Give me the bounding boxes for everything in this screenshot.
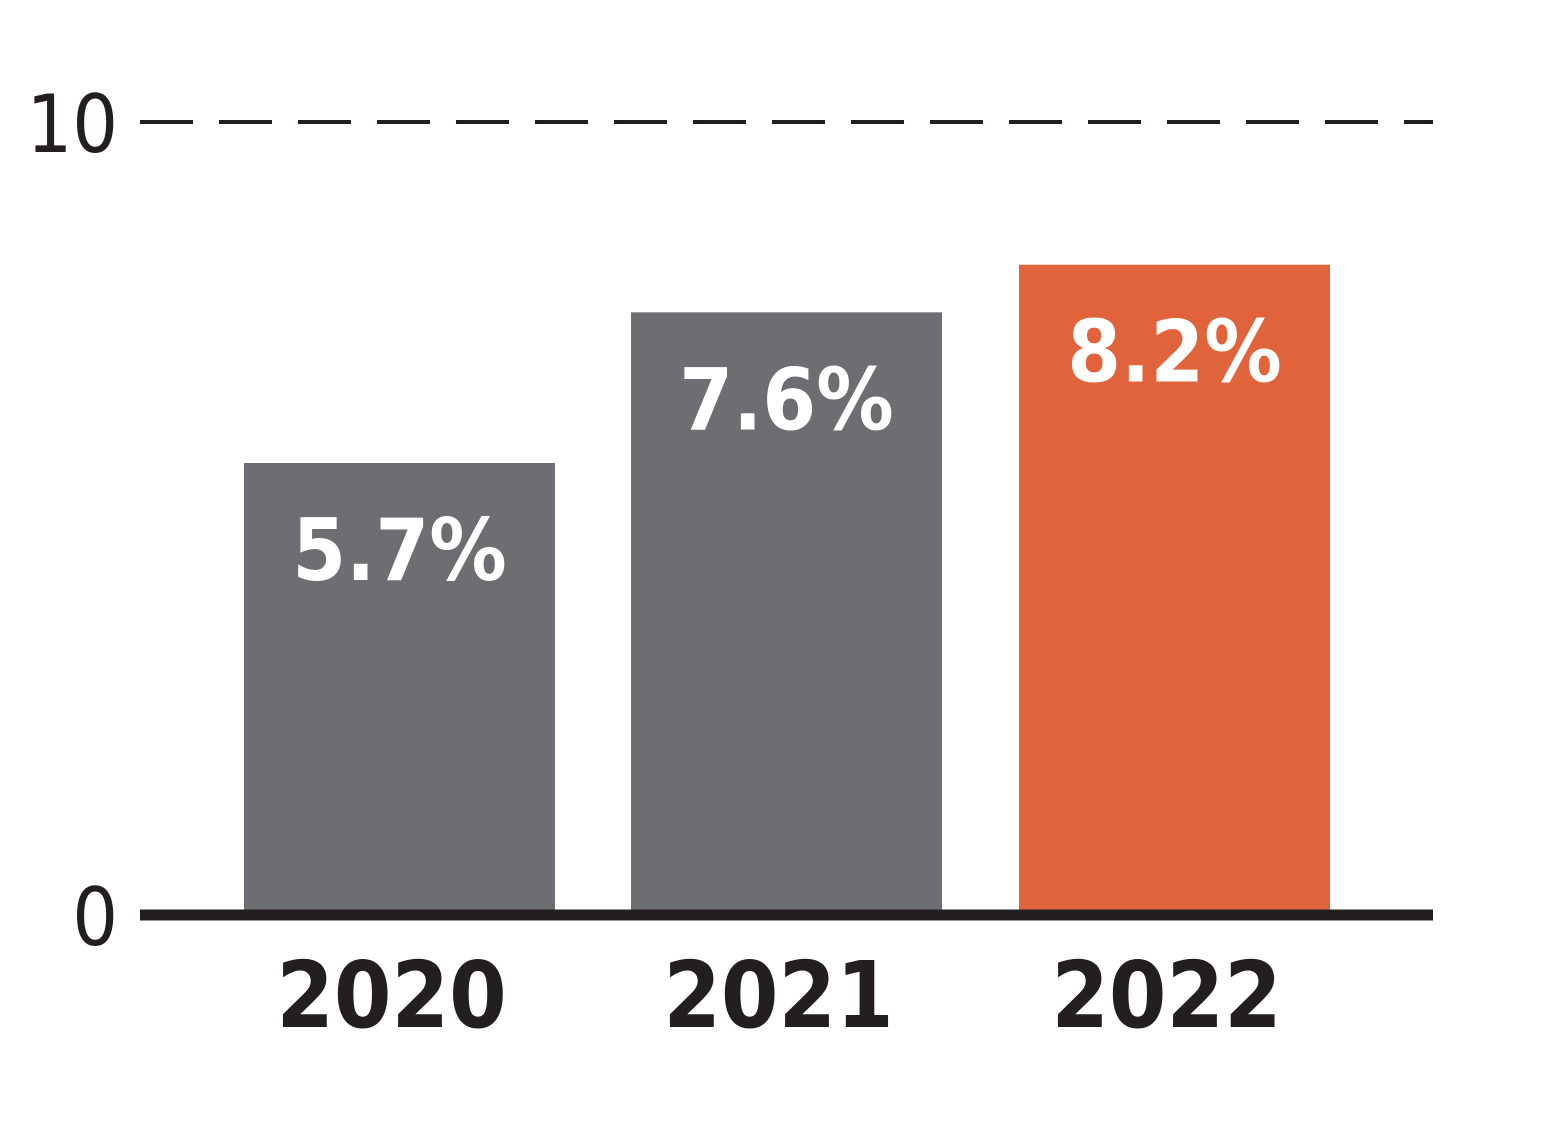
x-tick-label-2021: 2021: [663, 942, 893, 1049]
labels-group: 0 10 5.7% 2020 7.6% 2021 8.2% 2022: [26, 78, 1281, 1049]
bar-2021: [631, 312, 942, 912]
bar-value-label-2020: 5.7%: [292, 501, 507, 601]
bar-value-label-2021: 7.6%: [679, 350, 894, 450]
x-tick-label-2020: 2020: [276, 942, 506, 1049]
y-tick-label-10: 10: [26, 78, 118, 171]
bars-group: [244, 264, 1330, 912]
bar-2022: [1019, 264, 1330, 912]
bar-value-label-2022: 8.2%: [1067, 303, 1282, 403]
bar-2020: [244, 462, 555, 912]
x-tick-label-2022: 2022: [1051, 942, 1281, 1049]
y-tick-label-0: 0: [72, 871, 118, 964]
